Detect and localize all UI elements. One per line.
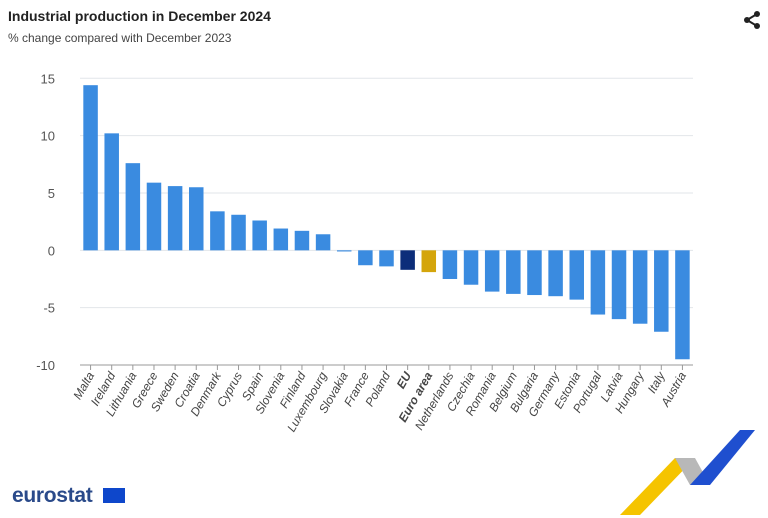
y-tick-label: 10 [41,129,55,144]
bar-bulgaria [527,250,542,296]
bar-hungary [632,250,648,324]
bar-denmark [210,211,225,251]
bar-greece [146,182,162,251]
y-tick-label: 5 [48,186,55,201]
decorative-stripes [620,430,755,515]
bar-eu [400,250,415,270]
bar-chart: -10-5051015MaltaIrelandLithuaniaGreeceSw… [36,71,693,434]
bar-estonia [569,250,584,300]
bar-euro-area [421,250,437,273]
y-tick-label: -10 [36,358,55,373]
bar-malta [83,85,98,251]
bar-sweden [167,186,183,251]
bar-netherlands [442,250,458,279]
bar-latvia [611,250,627,320]
share-icon[interactable] [742,10,762,30]
bar-luxembourg [315,234,331,251]
eurostat-logo: eurostat [12,484,93,507]
y-tick-label: 15 [41,71,55,86]
x-tick-label: EU [394,369,415,391]
chart-subtitle: % change compared with December 2023 [8,31,232,45]
bar-croatia [189,187,204,251]
bar-romania [484,250,500,292]
bar-slovenia [273,228,289,251]
bar-italy [654,250,669,332]
eu-flag-icon [103,488,125,503]
y-tick-label: -5 [43,301,55,316]
bar-finland [294,230,310,251]
bar-poland [379,250,394,267]
bar-germany [548,250,563,297]
bar-austria [675,250,690,360]
bar-cyprus [231,214,246,251]
bar-ireland [104,133,119,251]
bar-czechia [463,250,479,285]
bar-slovakia [336,250,352,252]
bar-lithuania [125,163,141,251]
bar-france [358,250,373,266]
bar-belgium [506,250,521,294]
bar-spain [252,220,267,251]
bar-portugal [590,250,606,315]
chart-title: Industrial production in December 2024 [8,8,271,24]
y-tick-label: 0 [48,243,55,258]
